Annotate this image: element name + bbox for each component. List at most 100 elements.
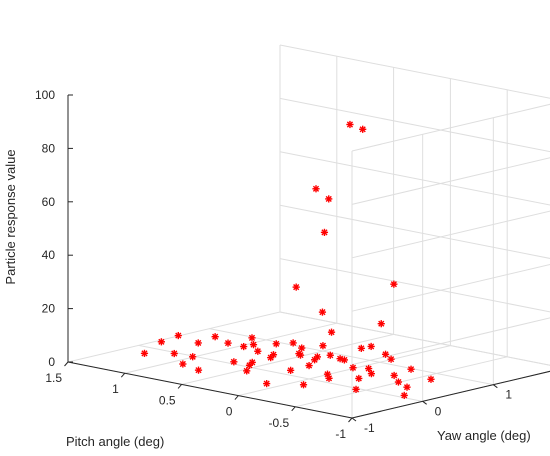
grid-line — [351, 263, 550, 312]
y-tick — [351, 417, 357, 422]
data-point — [230, 358, 238, 366]
data-point — [377, 320, 385, 328]
x-tick-label: 0 — [226, 405, 233, 419]
data-point — [189, 353, 197, 361]
z-tick-label: 80 — [42, 141, 56, 155]
x-tick — [291, 406, 296, 412]
data-point — [243, 367, 251, 375]
data-point — [287, 366, 295, 374]
data-point — [407, 365, 415, 373]
data-point — [381, 350, 390, 358]
data-point — [365, 364, 373, 373]
y-tick — [422, 400, 427, 405]
data-point — [327, 328, 336, 336]
x-tick — [348, 417, 353, 423]
x-tick — [234, 395, 239, 400]
data-point — [292, 283, 300, 291]
grid-line — [67, 311, 281, 363]
data-point — [352, 385, 360, 393]
tick-labels: -1-0.500.511.5-1012020406080100 — [35, 88, 512, 441]
z-axis-label: Particle response value — [3, 149, 18, 284]
data-point — [140, 349, 149, 357]
x-axis-label: Pitch angle (deg) — [66, 434, 164, 449]
data-point — [319, 342, 327, 350]
data-point — [299, 381, 308, 389]
data-point — [194, 366, 203, 374]
grid-line — [279, 44, 550, 99]
data-point — [248, 358, 256, 366]
data-point — [263, 379, 271, 388]
data-point — [318, 308, 327, 316]
data-point — [295, 350, 303, 358]
data-point — [349, 364, 357, 372]
data-point — [427, 375, 435, 383]
data-point — [390, 371, 398, 380]
grid-line — [279, 311, 550, 366]
z-tick-label: 20 — [42, 302, 56, 316]
y-axis-line — [351, 370, 550, 419]
data-point — [157, 338, 165, 346]
grid-line — [351, 103, 550, 152]
data-point — [211, 333, 219, 341]
data-point — [174, 331, 182, 340]
data-point — [387, 355, 395, 363]
y-tick-label: -1 — [364, 421, 375, 435]
data-point — [170, 349, 178, 358]
data-point — [323, 370, 332, 378]
x-tick-label: -0.5 — [269, 416, 290, 430]
grid-line — [279, 151, 550, 206]
z-tick-label: 40 — [42, 248, 56, 262]
data-point — [240, 342, 248, 351]
z-tick-label: 60 — [42, 195, 56, 209]
data-point — [394, 378, 403, 386]
data-point — [312, 185, 320, 193]
y-tick-label: 1 — [505, 388, 512, 402]
grid-line — [209, 328, 494, 386]
data-point — [179, 360, 187, 368]
data-point — [367, 342, 375, 351]
x-tick — [177, 384, 182, 389]
data-point — [400, 391, 408, 400]
x-tick-label: 1.5 — [45, 371, 62, 385]
x-tick-label: 0.5 — [159, 393, 176, 407]
data-point — [269, 351, 278, 359]
grid-line — [351, 157, 550, 205]
grid-line — [279, 97, 550, 153]
y-axis-label: Yaw angle (deg) — [437, 428, 531, 443]
data-point — [346, 120, 354, 129]
data-point — [326, 351, 334, 359]
grid-line — [279, 204, 550, 259]
data-point — [224, 339, 232, 347]
data-point — [272, 340, 280, 348]
grid-line — [238, 345, 451, 397]
y-tick-label: 0 — [435, 404, 442, 418]
data-point — [249, 341, 258, 349]
z-tick-label: 0 — [48, 355, 55, 369]
x-tick — [120, 372, 126, 378]
x-tick-label: 1 — [112, 382, 119, 396]
data-point — [336, 355, 344, 363]
data-point — [311, 356, 319, 364]
data-point — [367, 370, 376, 378]
data-points — [140, 120, 435, 400]
data-point — [355, 374, 363, 383]
data-point — [194, 339, 202, 347]
data-point — [248, 334, 256, 342]
axes — [67, 95, 550, 419]
data-point — [325, 195, 333, 203]
data-point — [359, 125, 367, 133]
data-point — [357, 344, 365, 352]
grid-line — [351, 210, 550, 259]
data-point — [403, 383, 411, 391]
data-point — [320, 228, 329, 236]
grid-line — [279, 258, 550, 313]
data-point — [289, 339, 297, 347]
grid-line — [181, 333, 394, 385]
y-tick — [493, 384, 498, 389]
x-tick — [64, 361, 69, 367]
grid-line — [138, 344, 423, 402]
data-point — [305, 361, 313, 370]
z-tick-label: 100 — [35, 88, 55, 102]
x-tick-label: -1 — [335, 427, 346, 441]
